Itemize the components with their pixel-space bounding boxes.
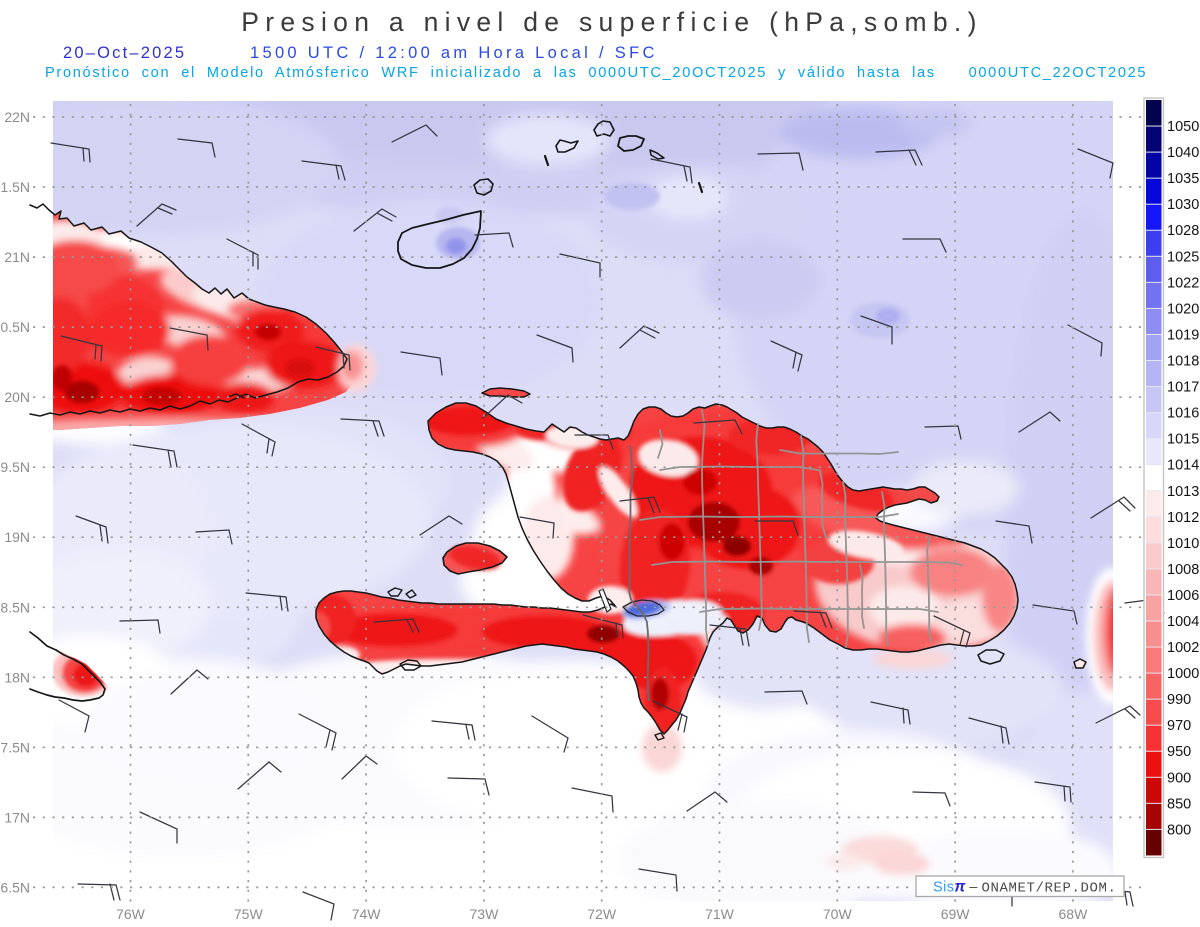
svg-text:19N: 19N [4, 529, 30, 545]
svg-text:20–Oct–2025: 20–Oct–2025 [63, 44, 186, 62]
svg-text:1500 UTC / 12:00 am Hora Local: 1500 UTC / 12:00 am Hora Local / SFC [250, 44, 658, 62]
svg-text:1002: 1002 [1167, 640, 1199, 656]
svg-text:1017: 1017 [1167, 380, 1199, 396]
svg-text:1025: 1025 [1167, 249, 1199, 265]
svg-text:69W: 69W [941, 906, 971, 922]
svg-text:1016: 1016 [1167, 406, 1199, 422]
svg-text:1030: 1030 [1167, 197, 1199, 213]
svg-text:900: 900 [1167, 770, 1191, 786]
svg-text:8.5N: 8.5N [0, 599, 30, 615]
svg-text:76W: 76W [116, 906, 146, 922]
svg-text:950: 950 [1167, 744, 1191, 760]
svg-text:73W: 73W [470, 906, 500, 922]
svg-text:Sisπ – ONAMET/REP.DOM.: Sisπ – ONAMET/REP.DOM. [933, 879, 1117, 897]
svg-text:1012: 1012 [1167, 510, 1199, 526]
svg-text:71W: 71W [705, 906, 735, 922]
svg-text:22N: 22N [4, 109, 30, 125]
svg-text:990: 990 [1167, 692, 1191, 708]
svg-text:850: 850 [1167, 796, 1191, 812]
svg-text:72W: 72W [587, 906, 617, 922]
svg-text:6.5N: 6.5N [0, 879, 30, 895]
svg-text:1008: 1008 [1167, 562, 1199, 578]
svg-text:17N: 17N [4, 809, 30, 825]
svg-text:1035: 1035 [1167, 171, 1199, 187]
svg-text:20N: 20N [4, 389, 30, 405]
svg-text:9.5N: 9.5N [0, 459, 30, 475]
svg-text:7.5N: 7.5N [0, 739, 30, 755]
svg-text:1018: 1018 [1167, 354, 1199, 370]
svg-text:1004: 1004 [1167, 614, 1199, 630]
svg-text:1020: 1020 [1167, 301, 1199, 317]
svg-text:1015: 1015 [1167, 432, 1199, 448]
svg-text:1050: 1050 [1167, 119, 1199, 135]
svg-text:1006: 1006 [1167, 588, 1199, 604]
svg-text:1.5N: 1.5N [0, 179, 30, 195]
svg-text:74W: 74W [352, 906, 382, 922]
svg-text:1000: 1000 [1167, 666, 1199, 682]
svg-text:970: 970 [1167, 718, 1191, 734]
svg-text:1028: 1028 [1167, 223, 1199, 239]
svg-text:1014: 1014 [1167, 458, 1199, 474]
svg-text:21N: 21N [4, 249, 30, 265]
svg-text:75W: 75W [234, 906, 264, 922]
svg-text:1013: 1013 [1167, 484, 1199, 500]
svg-text:68W: 68W [1059, 906, 1089, 922]
svg-text:18N: 18N [4, 669, 30, 685]
svg-text:70W: 70W [823, 906, 853, 922]
svg-text:Presion a nivel de superficie: Presion a nivel de superficie (hPa,somb.… [241, 7, 982, 37]
svg-text:1040: 1040 [1167, 145, 1199, 161]
svg-text:1022: 1022 [1167, 275, 1199, 291]
svg-text:800: 800 [1167, 822, 1191, 838]
svg-text:Pronóstico con el Modelo Atmós: Pronóstico con el Modelo Atmósferico WRF… [45, 65, 1147, 81]
svg-text:0.5N: 0.5N [0, 319, 30, 335]
svg-text:1019: 1019 [1167, 328, 1199, 344]
svg-text:1010: 1010 [1167, 536, 1199, 552]
